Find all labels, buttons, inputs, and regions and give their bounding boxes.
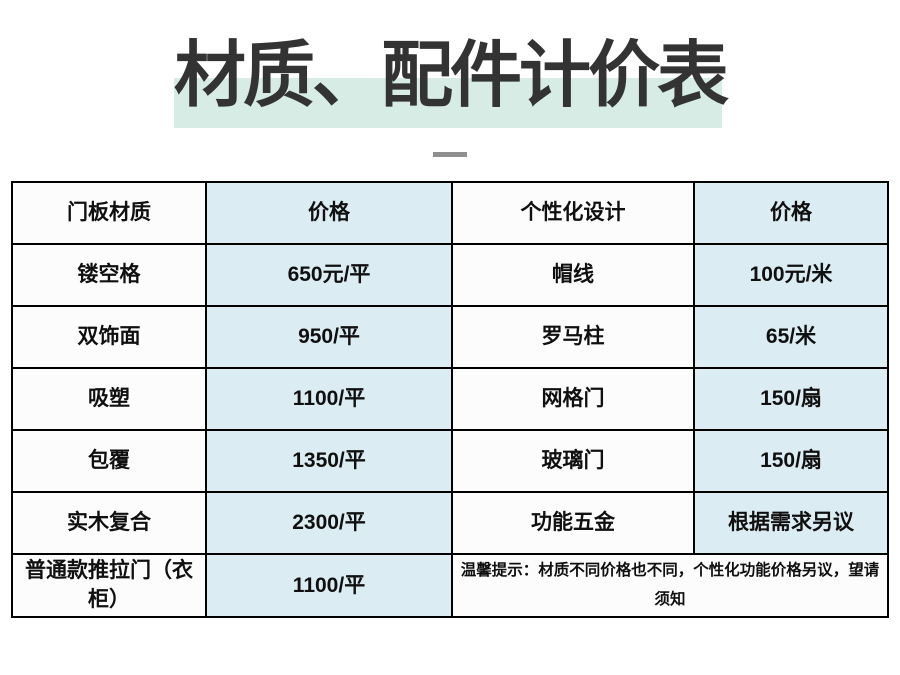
col-header-door-material: 门板材质 xyxy=(11,181,207,245)
material-price-cell: 650元/平 xyxy=(205,243,453,307)
title-section: 材质、配件计价表 xyxy=(0,0,900,157)
design-price-cell: 150/扇 xyxy=(693,429,889,493)
col-header-custom-design: 个性化设计 xyxy=(451,181,695,245)
pricing-table: 门板材质 价格 个性化设计 价格 镂空格 650元/平 帽线 100元/米 双饰… xyxy=(11,181,889,619)
material-price-cell: 1100/平 xyxy=(205,367,453,431)
design-cell: 罗马柱 xyxy=(451,305,695,369)
material-cell: 吸塑 xyxy=(11,367,207,431)
page: 材质、配件计价表 门板材质 价格 个性化设计 价格 镂空格 650元/平 帽线 … xyxy=(0,0,900,619)
design-cell: 帽线 xyxy=(451,243,695,307)
design-cell: 网格门 xyxy=(451,367,695,431)
design-cell: 玻璃门 xyxy=(451,429,695,493)
material-price-cell: 1100/平 xyxy=(205,552,453,619)
table-row: 实木复合 2300/平 功能五金 根据需求另议 xyxy=(11,491,889,555)
table-row: 吸塑 1100/平 网格门 150/扇 xyxy=(11,367,889,431)
design-price-cell: 根据需求另议 xyxy=(693,491,889,555)
col-header-price-left: 价格 xyxy=(205,181,453,245)
tip-cell: 温馨提示：材质不同价格也不同，个性化功能价格另议，望请须知 xyxy=(451,552,889,619)
design-price-cell: 150/扇 xyxy=(693,367,889,431)
table-row: 镂空格 650元/平 帽线 100元/米 xyxy=(11,243,889,307)
material-cell: 实木复合 xyxy=(11,491,207,555)
page-title: 材质、配件计价表 xyxy=(173,40,729,128)
page-title-text: 材质、配件计价表 xyxy=(173,36,729,116)
design-cell: 功能五金 xyxy=(451,491,695,555)
table-row: 普通款推拉门（衣柜） 1100/平 温馨提示：材质不同价格也不同，个性化功能价格… xyxy=(11,552,889,619)
design-price-cell: 100元/米 xyxy=(693,243,889,307)
design-price-cell: 65/米 xyxy=(693,305,889,369)
table-row: 双饰面 950/平 罗马柱 65/米 xyxy=(11,305,889,369)
material-cell: 镂空格 xyxy=(11,243,207,307)
material-cell: 双饰面 xyxy=(11,305,207,369)
material-cell: 普通款推拉门（衣柜） xyxy=(11,552,207,619)
material-price-cell: 950/平 xyxy=(205,305,453,369)
title-highlight xyxy=(173,78,722,128)
col-header-price-right: 价格 xyxy=(693,181,889,245)
material-price-cell: 1350/平 xyxy=(205,429,453,493)
material-price-cell: 2300/平 xyxy=(205,491,453,555)
title-divider xyxy=(433,152,467,157)
material-cell: 包覆 xyxy=(11,429,207,493)
table-row: 包覆 1350/平 玻璃门 150/扇 xyxy=(11,429,889,493)
table-header-row: 门板材质 价格 个性化设计 价格 xyxy=(11,181,889,245)
